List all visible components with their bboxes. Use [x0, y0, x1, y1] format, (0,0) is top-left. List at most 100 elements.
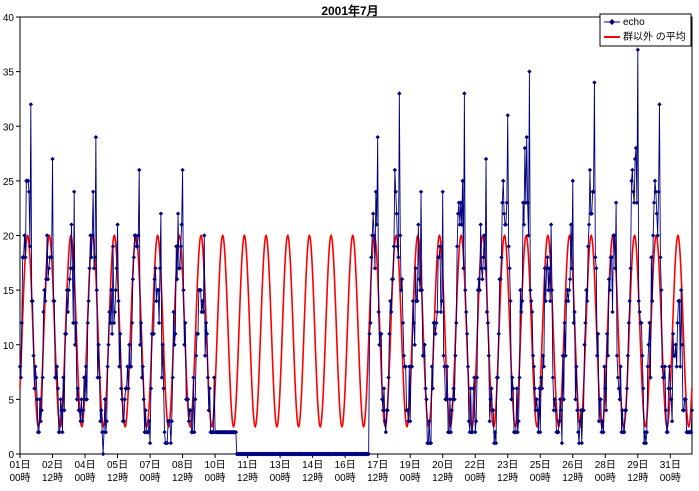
echo-point: [461, 266, 466, 271]
x-tick-day-label: 13日: [270, 460, 291, 471]
echo-point: [116, 298, 121, 304]
x-tick-hour-label: 12時: [237, 472, 258, 484]
echo-point: [129, 320, 135, 326]
echo-point: [201, 309, 206, 315]
echo-point: [422, 342, 427, 347]
echo-point: [435, 309, 440, 315]
echo-point: [423, 386, 428, 391]
echo-point: [140, 364, 146, 369]
echo-point: [369, 255, 374, 260]
echo-point: [678, 364, 683, 369]
echo-point: [383, 429, 389, 435]
echo-point: [36, 429, 42, 435]
echo-point: [412, 342, 417, 347]
echo-point: [614, 353, 620, 358]
x-tick-day-label: 02日: [42, 460, 63, 471]
echo-point: [579, 440, 585, 446]
x-tick-hour-label: 00時: [660, 472, 681, 484]
echo-point: [373, 189, 379, 194]
echo-point: [413, 266, 418, 271]
echo-point: [367, 331, 372, 337]
echo-point: [211, 375, 217, 380]
echo-point: [66, 287, 71, 293]
echo-point: [607, 287, 613, 293]
echo-point: [468, 386, 473, 391]
echo-point: [524, 134, 529, 140]
echo-point: [677, 298, 682, 304]
echo-point: [557, 397, 563, 402]
echo-point: [445, 364, 450, 369]
echo-point: [585, 298, 590, 304]
echo-point: [122, 397, 127, 402]
echo-point: [569, 266, 575, 271]
echo-point: [168, 440, 174, 446]
echo-point: [38, 419, 43, 424]
echo-point: [629, 178, 634, 184]
x-tick-hour-label: 00時: [530, 472, 551, 484]
echo-point: [133, 233, 138, 238]
echo-point: [439, 298, 445, 304]
echo-point: [379, 397, 385, 402]
x-tick-day-label: 11日: [237, 460, 257, 471]
echo-point: [663, 408, 669, 413]
echo-point: [689, 408, 695, 413]
echo-point: [426, 419, 432, 424]
echo-point: [455, 211, 461, 216]
echo-point: [566, 298, 571, 304]
echo-point: [195, 331, 201, 337]
echo-point: [42, 287, 47, 293]
echo-point: [428, 440, 434, 446]
echo-point: [371, 233, 377, 238]
x-tick-day-label: 26日: [562, 460, 583, 471]
echo-point: [40, 375, 45, 380]
echo-point: [156, 320, 162, 326]
legend-avg-label: 群以外 の平均: [623, 30, 686, 43]
echo-point: [70, 266, 75, 271]
echo-point: [487, 419, 492, 424]
echo-point: [65, 309, 71, 315]
echo-point: [193, 397, 198, 402]
echo-point: [31, 353, 36, 358]
y-tick-label: 10: [3, 341, 15, 352]
echo-point: [673, 342, 678, 347]
echo-point: [138, 320, 144, 326]
echo-point: [474, 375, 480, 380]
echo-point: [530, 353, 536, 358]
echo-point: [205, 375, 211, 380]
echo-point: [90, 189, 96, 194]
echo-point: [531, 364, 537, 369]
x-axis: 01日00時02日12時04日00時05日12時07日00時08日12時10日0…: [9, 454, 681, 484]
echo-point: [454, 244, 460, 249]
echo-point: [463, 309, 469, 315]
echo-point: [113, 287, 118, 293]
echo-point: [115, 222, 120, 227]
echo-point: [479, 266, 484, 271]
echo-point: [410, 298, 416, 304]
echo-point: [429, 364, 435, 369]
echo-point: [493, 440, 499, 446]
echo-point: [563, 353, 568, 358]
echo-point: [613, 266, 618, 271]
echo-point: [528, 287, 533, 293]
echo-point: [417, 277, 422, 282]
echo-point: [452, 397, 457, 402]
echo-point: [591, 189, 596, 194]
x-tick-day-label: 29日: [627, 460, 648, 471]
echo-point: [26, 189, 32, 194]
x-tick-day-label: 19日: [400, 460, 421, 471]
echo-point: [667, 364, 672, 369]
echo-point: [366, 451, 371, 457]
echo-point: [654, 211, 659, 216]
echo-point: [77, 408, 82, 413]
echo-point: [678, 287, 684, 293]
echo-point: [69, 222, 74, 227]
echo-point: [374, 222, 379, 227]
echo-point: [71, 189, 77, 194]
echo-point: [613, 200, 619, 205]
echo-point: [499, 255, 504, 260]
echo-point: [391, 244, 397, 249]
echo-point: [519, 298, 525, 304]
echo-point: [418, 189, 424, 194]
echo-point: [623, 408, 629, 413]
echo-point: [117, 364, 122, 369]
